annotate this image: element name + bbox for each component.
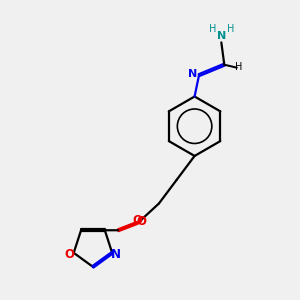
Text: O: O xyxy=(132,214,142,227)
Text: O: O xyxy=(64,248,74,260)
Text: H: H xyxy=(226,24,234,34)
Text: O: O xyxy=(137,215,147,228)
Text: N: N xyxy=(111,248,121,260)
Text: N: N xyxy=(217,31,226,41)
Text: N: N xyxy=(188,69,197,79)
Text: H: H xyxy=(209,24,216,34)
Text: H: H xyxy=(236,62,243,72)
